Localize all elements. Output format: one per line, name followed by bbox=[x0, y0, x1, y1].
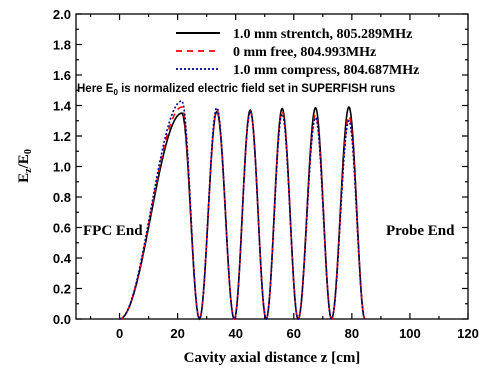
axis-ticks bbox=[76, 13, 469, 320]
y-tick-label: 1.0 bbox=[53, 160, 71, 175]
y-tick-label: 1.2 bbox=[53, 129, 71, 144]
series-line-2 bbox=[119, 100, 366, 321]
x-tick-label: 20 bbox=[170, 326, 184, 341]
x-tick-label: 100 bbox=[399, 326, 421, 341]
legend-label-stretch: 1.0 mm strentch, 805.289MHz bbox=[233, 27, 412, 42]
legend: 1.0 mm strentch, 805.289MHz 0 mm free, 8… bbox=[176, 27, 419, 78]
series-lines bbox=[119, 100, 366, 321]
annotation-fpc-end: FPC End bbox=[83, 223, 143, 239]
y-axis-label: Ez/E0 bbox=[16, 149, 34, 183]
x-axis-label: Cavity axial distance z [cm] bbox=[184, 350, 361, 366]
normalization-note: Here E0 is normalized electric field set… bbox=[77, 83, 395, 97]
annotation-probe-end: Probe End bbox=[386, 223, 455, 239]
x-tick-label: 120 bbox=[457, 326, 479, 341]
y-tick-label: 1.4 bbox=[53, 99, 72, 114]
series-line-1 bbox=[119, 106, 366, 321]
y-tick-label: 0.6 bbox=[53, 221, 71, 236]
legend-label-compress: 1.0 mm compress, 804.687MHz bbox=[233, 63, 419, 78]
tick-labels: 0 20 40 60 80 100 120 0.0 0.2 0.4 0.6 0.8 1.0 1.2 1.4 1… bbox=[53, 7, 479, 341]
x-tick-label: 60 bbox=[287, 326, 301, 341]
x-tick-label: 40 bbox=[228, 326, 242, 341]
y-tick-label: 1.6 bbox=[53, 68, 71, 83]
x-tick-label: 80 bbox=[345, 326, 359, 341]
legend-label-free: 0 mm free, 804.993MHz bbox=[233, 45, 376, 60]
y-tick-label: 1.8 bbox=[53, 38, 71, 53]
x-tick-label: 0 bbox=[116, 326, 123, 341]
y-tick-label: 0.4 bbox=[53, 251, 72, 266]
y-tick-label: 2.0 bbox=[53, 7, 71, 22]
y-tick-label: 0.0 bbox=[53, 312, 71, 327]
y-tick-label: 0.8 bbox=[53, 190, 71, 205]
y-tick-label: 0.2 bbox=[53, 282, 71, 297]
